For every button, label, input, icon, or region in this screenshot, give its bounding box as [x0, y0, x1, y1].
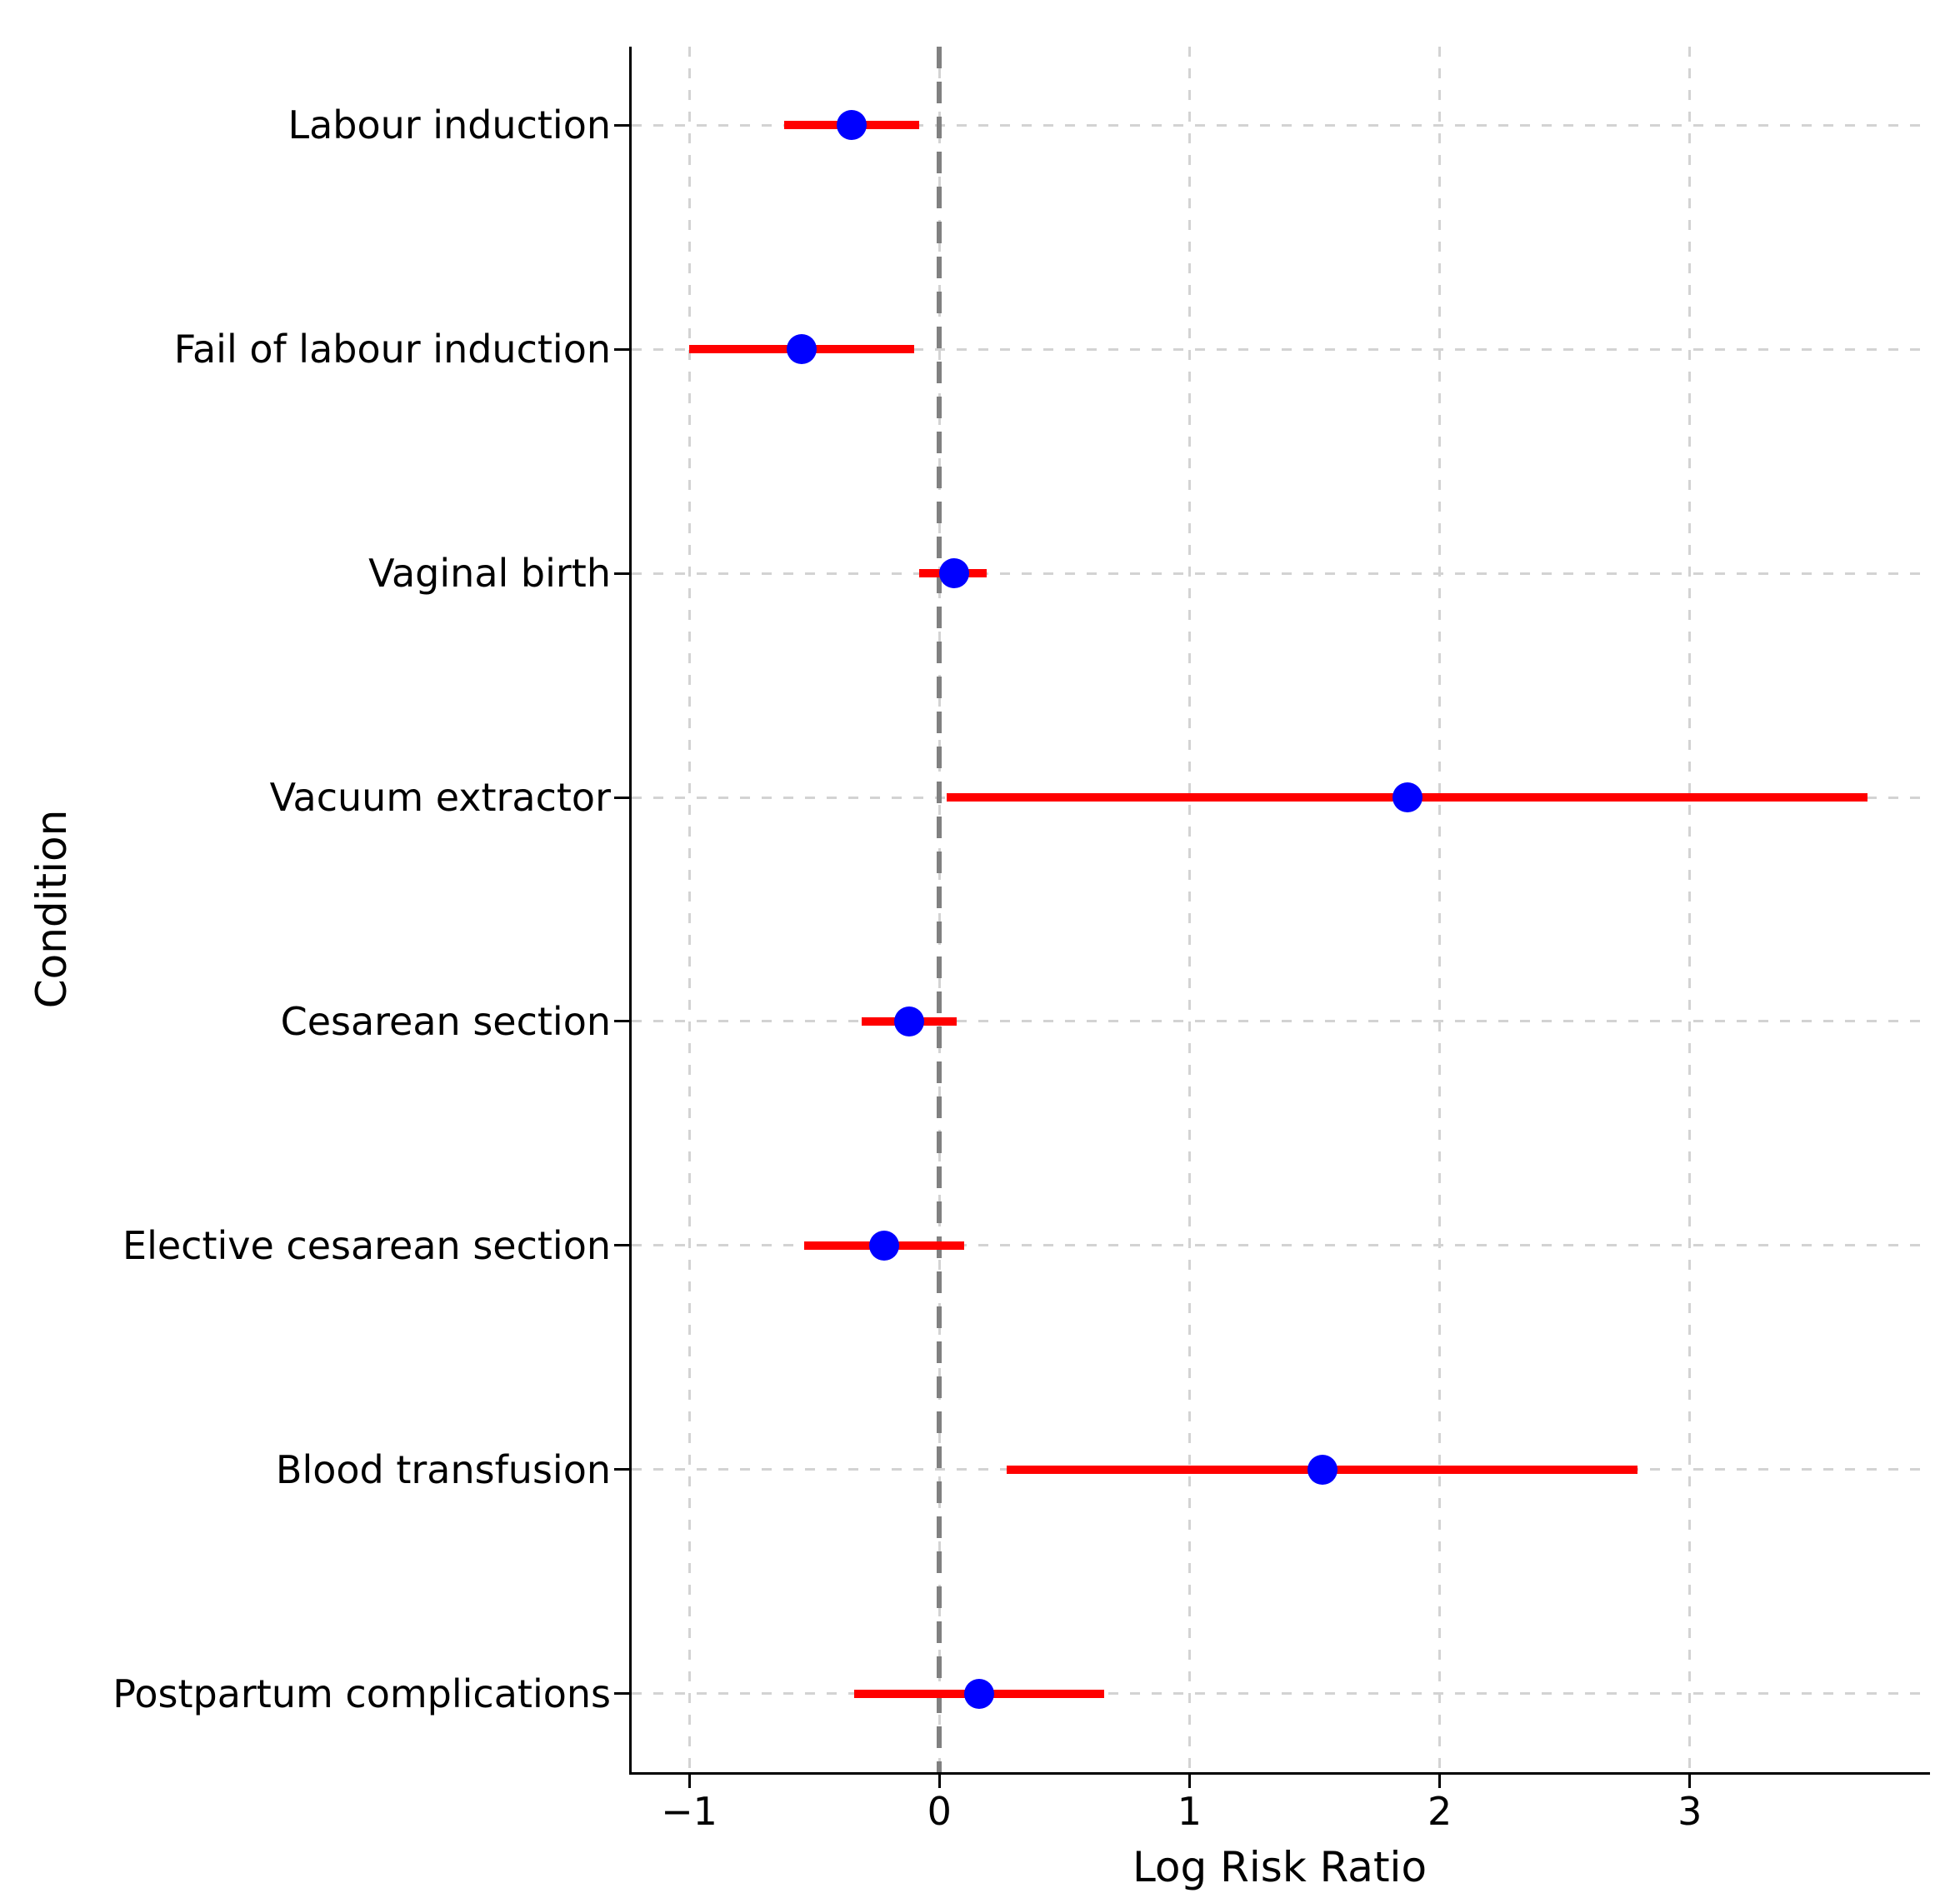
- category-label: Cesarean section: [280, 998, 611, 1044]
- y-tick-mark: [614, 796, 629, 799]
- y-gridline: [632, 123, 1928, 127]
- y-tick-mark: [614, 1020, 629, 1023]
- x-axis-spine: [629, 1772, 1930, 1775]
- x-tick-mark: [938, 1775, 941, 1788]
- point-marker: [787, 334, 818, 365]
- x-tick-mark: [1188, 1775, 1191, 1788]
- y-gridline: [632, 1244, 1928, 1247]
- category-label: Blood transfusion: [275, 1446, 611, 1492]
- y-tick-mark: [614, 123, 629, 127]
- x-tick-mark: [1688, 1775, 1692, 1788]
- category-label: Vacuum extractor: [269, 775, 611, 821]
- x-tick-label: 1: [1177, 1789, 1202, 1834]
- x-tick-mark: [1438, 1775, 1442, 1788]
- x-gridline: [1188, 47, 1191, 1772]
- zero-reference-line: [937, 47, 942, 1772]
- y-tick-mark: [614, 572, 629, 575]
- plot-area: [632, 47, 1928, 1772]
- point-marker: [837, 110, 868, 141]
- x-tick-label: 2: [1427, 1789, 1452, 1834]
- y-axis-title: Condition: [28, 809, 76, 1009]
- y-tick-mark: [614, 1692, 629, 1696]
- y-gridline: [632, 1692, 1928, 1696]
- x-axis-title: Log Risk Ratio: [1132, 1843, 1428, 1891]
- point-marker: [1307, 1454, 1338, 1485]
- category-label: Labour induction: [288, 102, 611, 148]
- x-tick-label: −1: [661, 1789, 718, 1834]
- point-marker: [869, 1230, 900, 1261]
- x-tick-label: 0: [927, 1789, 952, 1834]
- y-gridline: [632, 347, 1928, 351]
- y-axis-spine: [629, 47, 632, 1775]
- category-label: Vaginal birth: [368, 551, 611, 597]
- y-tick-mark: [614, 347, 629, 351]
- x-gridline: [688, 47, 691, 1772]
- x-tick-mark: [688, 1775, 691, 1788]
- x-tick-label: 3: [1678, 1789, 1702, 1834]
- y-gridline: [632, 572, 1928, 575]
- point-marker: [939, 558, 970, 589]
- point-marker: [894, 1006, 925, 1036]
- y-tick-mark: [614, 1244, 629, 1247]
- point-marker: [1392, 782, 1422, 813]
- category-label: Elective cesarean section: [122, 1222, 611, 1268]
- category-label: Fail of labour induction: [173, 327, 611, 372]
- y-gridline: [632, 1020, 1928, 1023]
- y-tick-mark: [614, 1468, 629, 1471]
- x-gridline: [1688, 47, 1692, 1772]
- category-label: Postpartum complications: [112, 1671, 611, 1716]
- point-marker: [964, 1678, 995, 1709]
- x-gridline: [1438, 47, 1442, 1772]
